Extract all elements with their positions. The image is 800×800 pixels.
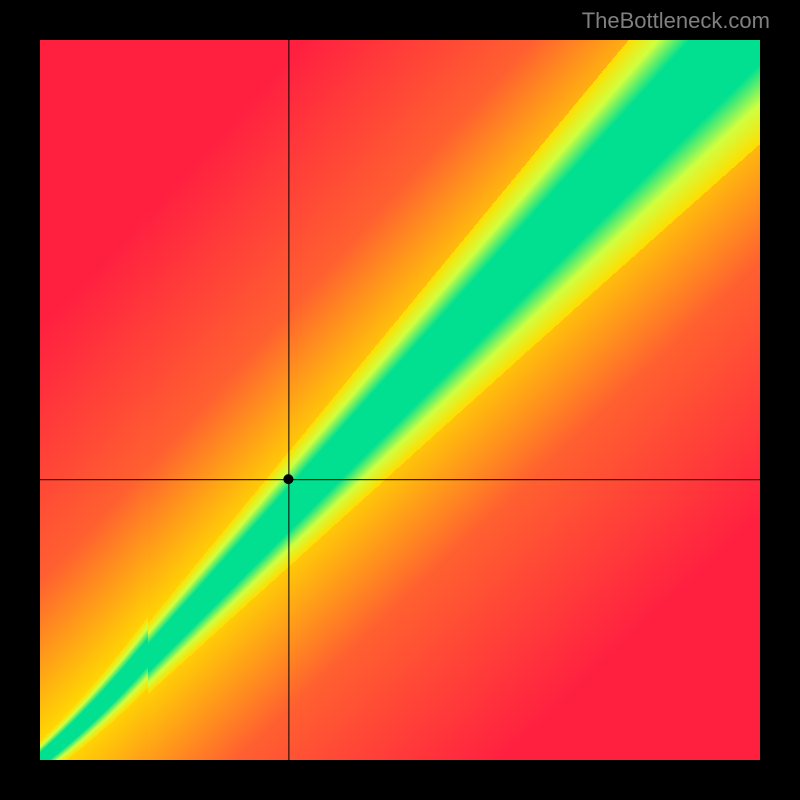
bottleneck-heatmap bbox=[40, 40, 760, 760]
watermark-text: TheBottleneck.com bbox=[582, 8, 770, 34]
heatmap-canvas bbox=[40, 40, 760, 760]
